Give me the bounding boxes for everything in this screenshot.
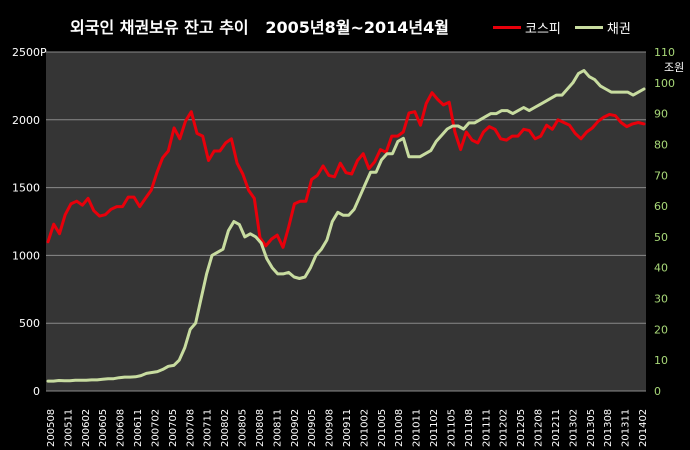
x-tick-label-19: 201005 (377, 409, 388, 447)
x-tick-label-24: 201108 (464, 409, 475, 447)
x-tick-label-13: 200811 (272, 409, 283, 447)
legend-item-bond: 채권 (574, 18, 631, 37)
right-tick-label-4: 40 (654, 262, 668, 275)
x-tick-label-34: 201402 (638, 409, 649, 447)
right-tick-label-10: 100 (654, 77, 675, 90)
x-tick-label-1: 200511 (63, 409, 74, 447)
x-tick-label-6: 200702 (150, 409, 161, 447)
chart-legend: 코스피 채권 (493, 18, 631, 37)
x-tick-label-16: 200908 (325, 409, 336, 447)
x-tick-label-8: 200708 (185, 409, 196, 447)
left-tick-label-0: 0 (33, 385, 40, 398)
x-tick-label-17: 200911 (342, 409, 353, 447)
x-tick-label-29: 201211 (551, 409, 562, 447)
left-tick-label-5: 2500 (12, 46, 40, 59)
x-tick-label-10: 200802 (220, 409, 231, 447)
x-tick-label-20: 201008 (394, 409, 405, 447)
legend-item-kospi: 코스피 (493, 18, 561, 37)
x-tick-label-18: 201002 (359, 409, 370, 447)
right-tick-label-2: 20 (654, 323, 668, 336)
right-tick-label-8: 80 (654, 138, 668, 151)
grid-lines (46, 51, 646, 392)
x-tick-label-21: 201011 (412, 409, 423, 447)
right-tick-label-11: 110 (654, 46, 675, 59)
left-tick-label-3: 1500 (12, 182, 40, 195)
right-tick-label-6: 60 (654, 200, 668, 213)
right-tick-label-5: 50 (654, 231, 668, 244)
x-tick-label-26: 201202 (499, 409, 510, 447)
plot-area (46, 52, 646, 391)
legend-label-kospi: 코스피 (525, 22, 561, 37)
right-tick-label-3: 30 (654, 293, 668, 306)
x-tick-label-25: 201111 (481, 409, 492, 447)
x-tick-label-5: 200611 (133, 409, 144, 447)
x-tick-label-9: 200711 (203, 409, 214, 447)
series-line-kospi (46, 91, 646, 249)
x-tick-label-15: 200905 (307, 409, 318, 447)
x-tick-label-12: 200808 (255, 409, 266, 447)
left-tick-label-2: 1000 (12, 249, 40, 262)
legend-label-bond: 채권 (606, 22, 631, 37)
x-tick-label-33: 201311 (621, 409, 632, 447)
x-tick-label-11: 200805 (238, 409, 249, 447)
right-tick-label-0: 0 (654, 385, 661, 398)
x-tick-label-31: 201305 (586, 409, 597, 447)
legend-swatch-bond (574, 26, 603, 29)
x-tick-label-30: 201302 (568, 409, 579, 447)
series-layer (46, 69, 646, 383)
x-tick-label-27: 201205 (516, 409, 527, 447)
right-tick-label-1: 10 (654, 354, 668, 367)
x-tick-label-23: 201105 (446, 409, 457, 447)
series-line-bond (46, 69, 646, 383)
x-tick-label-2: 200602 (81, 409, 92, 447)
x-tick-label-3: 200605 (98, 409, 109, 447)
x-tick-label-0: 200508 (46, 409, 57, 447)
x-tick-label-7: 200705 (168, 409, 179, 447)
right-tick-label-9: 90 (654, 108, 668, 121)
right-tick-label-7: 70 (654, 169, 668, 182)
x-tick-label-28: 201208 (534, 409, 545, 447)
left-tick-label-1: 500 (19, 317, 40, 330)
x-tick-label-32: 201308 (603, 409, 614, 447)
chart-title: 외국인 채권보유 잔고 추이 2005년8월~2014년4월 (70, 18, 449, 37)
left-tick-label-4: 2000 (12, 114, 40, 127)
left-axis: 0 500 1000 1500 2000 2500 P (12, 46, 47, 398)
x-tick-label-22: 201102 (429, 409, 440, 447)
legend-swatch-kospi (493, 26, 521, 29)
left-axis-unit: P (40, 46, 47, 59)
x-axis: 200508 200511 200602 200605 200608 200611 2007… (46, 409, 649, 447)
x-tick-label-4: 200608 (116, 409, 127, 447)
right-axis: 0 10 20 30 40 50 60 70 80 90 100 110 조원 (654, 46, 684, 398)
right-axis-unit: 조원 (664, 61, 684, 74)
x-tick-label-14: 200902 (290, 409, 301, 447)
